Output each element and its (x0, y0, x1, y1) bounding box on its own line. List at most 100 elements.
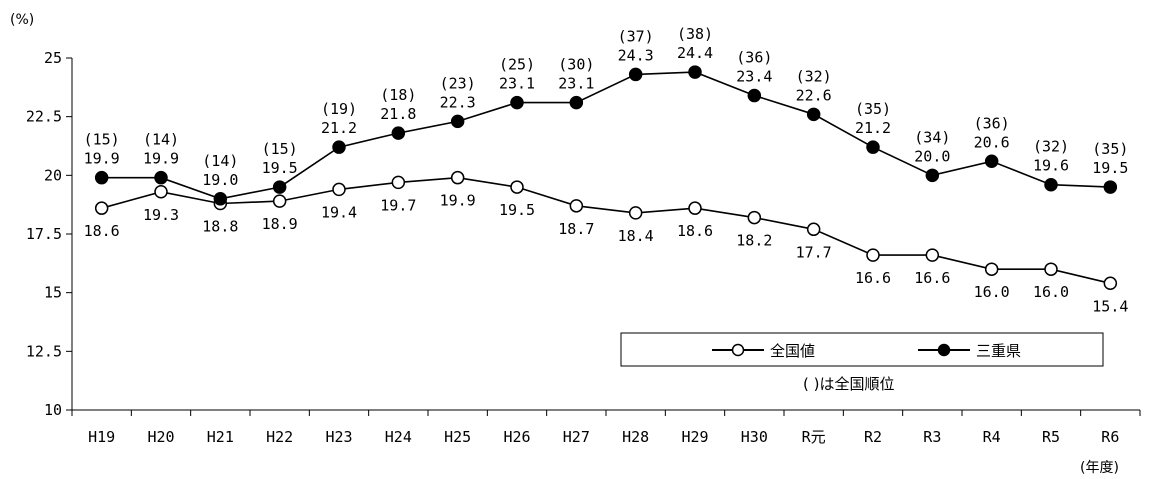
national-value-label: 19.9 (440, 192, 476, 210)
mie-rank-label: (18) (380, 86, 416, 104)
national-value-label: 19.5 (499, 201, 535, 219)
mie-value-label: 22.6 (796, 86, 832, 104)
national-value-label: 17.7 (796, 243, 832, 261)
mie-point (332, 140, 346, 154)
mie-rank-label: (14) (202, 152, 238, 170)
y-tick-label: 12.5 (26, 342, 62, 360)
mie-value-label: 24.3 (618, 46, 654, 64)
mie-value-label: 21.2 (321, 119, 357, 137)
mie-rank-label: (35) (855, 100, 891, 118)
mie-rank-label: (15) (262, 140, 298, 158)
x-category-label: R3 (923, 428, 941, 446)
national-point (154, 185, 168, 199)
national-point (94, 201, 109, 215)
y-tick-label: 25 (44, 49, 62, 67)
national-value-label: 19.3 (143, 206, 179, 224)
mie-point (747, 88, 762, 103)
national-point (866, 248, 880, 262)
x-category-label: H24 (385, 428, 412, 446)
x-category-label: H19 (88, 428, 115, 446)
mie-point (510, 95, 524, 110)
mie-point (806, 107, 821, 122)
legend-label-mie: 三重県 (976, 342, 1021, 360)
mie-point (866, 140, 880, 154)
series-points (94, 65, 1118, 291)
mie-point (154, 170, 168, 185)
mie-value-label: 19.6 (1033, 157, 1069, 175)
national-point (1103, 276, 1118, 291)
legend-label-national: 全国値 (770, 342, 815, 360)
y-tick-label: 10 (44, 401, 62, 419)
mie-point (984, 154, 999, 169)
y-axis-unit: (%) (10, 12, 34, 28)
mie-rank-label: (37) (618, 27, 654, 45)
mie-value-label: 24.4 (677, 44, 713, 62)
rank-note: ( )は全国順位 (803, 375, 894, 393)
national-value-label: 19.4 (321, 203, 357, 221)
mie-point (213, 192, 228, 206)
x-category-label: H29 (681, 428, 708, 446)
national-value-label: 16.0 (974, 283, 1010, 301)
mie-value-label: 23.4 (736, 68, 772, 86)
legend: 全国値 三重県 (620, 332, 1104, 367)
legend-marker-mie (937, 343, 951, 357)
national-value-label: 18.8 (202, 217, 238, 235)
mie-value-label: 21.8 (380, 105, 416, 123)
mie-rank-label: (36) (974, 114, 1010, 132)
mie-rank-label: (23) (440, 74, 476, 92)
legend-box (620, 332, 1104, 367)
x-category-label: H20 (147, 428, 174, 446)
national-point (569, 199, 584, 213)
mie-rank-label: (34) (914, 128, 950, 146)
mie-rank-label: (25) (499, 56, 535, 74)
national-point (984, 262, 999, 276)
national-point (450, 170, 465, 185)
x-ticks: H19 H20 H21 H22 H23 H24 H25 H26 H27 H28 H29 H30 R元 R2… (71, 410, 1141, 446)
mie-value-label: 19.9 (143, 150, 179, 168)
national-point (391, 175, 406, 190)
mie-rank-label: (32) (1033, 138, 1069, 156)
y-tick-label: 15 (44, 284, 62, 302)
national-value-label: 19.7 (380, 196, 416, 214)
national-point (747, 210, 762, 225)
national-value-label: 18.4 (618, 227, 654, 245)
mie-point (272, 180, 287, 194)
x-category-label: H30 (741, 428, 768, 446)
y-tick-label: 20 (44, 166, 62, 184)
mie-rank-label: (30) (558, 56, 594, 74)
y-tick-label: 22.5 (26, 108, 62, 126)
series-lines (101, 71, 1111, 285)
mie-rank-label: (35) (1092, 140, 1128, 158)
mie-rank-label: (15) (84, 131, 120, 149)
mie-value-label: 23.1 (558, 75, 594, 93)
mie-point (925, 168, 940, 183)
y-tick-label: 17.5 (26, 225, 62, 243)
national-point (1044, 262, 1058, 276)
mie-value-label: 19.0 (202, 171, 238, 189)
national-value-label: 16.0 (1033, 283, 1069, 301)
mie-point (450, 114, 465, 129)
x-category-label: R6 (1101, 428, 1119, 446)
mie-value-label: 21.2 (855, 119, 891, 137)
mie-rank-label: (19) (321, 100, 357, 118)
x-category-label: H25 (444, 428, 471, 446)
series-labels: 18.6 19.3 18.8 18.9 19.4 19.7 19.9 19.5 18.7 18.4… (84, 25, 1129, 315)
national-value-label: 18.6 (84, 222, 120, 240)
mie-value-label: 19.9 (84, 150, 120, 168)
national-point (510, 180, 524, 194)
mie-point (1044, 177, 1058, 192)
x-category-label: H27 (563, 428, 590, 446)
national-point (272, 194, 287, 208)
national-value-label: 16.6 (855, 269, 891, 287)
legend-marker-national (731, 343, 745, 357)
y-ticks: 10 12.5 15 17.5 20 22.5 25 (26, 49, 72, 419)
mie-value-label: 19.5 (262, 159, 298, 177)
mie-point (1103, 180, 1118, 194)
mie-rank-label: (36) (736, 49, 772, 67)
national-value-label: 15.4 (1092, 297, 1128, 315)
mie-rank-label: (38) (677, 25, 713, 43)
mie-point (391, 126, 406, 140)
mie-point (688, 65, 702, 79)
x-category-label: H21 (207, 428, 234, 446)
